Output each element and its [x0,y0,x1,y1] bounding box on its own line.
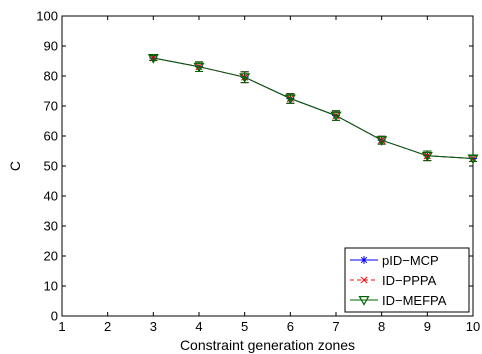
data-point [330,111,342,122]
x-tick-label: 2 [104,319,111,334]
y-tick-label: 10 [44,279,58,294]
y-tick-label: 0 [51,309,58,324]
data-point [376,136,388,146]
x-tick-label: 5 [241,319,248,334]
y-tick-label: 70 [44,99,58,114]
y-tick-label: 40 [44,189,58,204]
x-tick-label: 4 [195,319,202,334]
y-tick-label: 80 [44,69,58,84]
y-axis-label: C [7,161,23,171]
axis-labels: Constraint generation zones C [7,161,355,353]
data-point [284,94,296,105]
y-tick-label: 30 [44,219,58,234]
data-point [421,151,433,162]
y-tick-label: 90 [44,39,58,54]
x-tick-label: 7 [332,319,339,334]
legend-label: ID−PPPA [382,273,437,288]
y-tick-label: 100 [36,9,58,24]
x-tick-label: 8 [378,319,385,334]
legend-marker [360,276,368,284]
data-point [467,154,479,165]
y-tick-label: 50 [44,159,58,174]
x-tick-label: 9 [424,319,431,334]
legend-entry: ID−MEFPA [350,293,447,308]
series-line [153,57,474,159]
y-tick-label: 60 [44,129,58,144]
y-tick-label: 20 [44,249,58,264]
data-point [239,73,251,83]
x-tick-label: 1 [58,319,65,334]
data-point [147,54,159,64]
x-tick-label: 6 [287,319,294,334]
x-tick-label: 3 [150,319,157,334]
data-point [193,62,205,73]
legend-marker [358,296,370,306]
x-tick-label: 10 [466,319,480,334]
series-layer [147,54,479,165]
x-axis-label: Constraint generation zones [180,337,355,353]
legend: pID−MCP ID−PPPA ID−MEFPA [344,247,470,313]
legend-label: ID−MEFPA [382,293,447,308]
legend-entry: pID−MCP [350,253,439,268]
series-id-mefpa [147,54,479,165]
legend-label: pID−MCP [382,253,439,268]
error-bar [149,55,158,61]
legend-marker [360,256,368,264]
legend-entry: ID−PPPA [350,273,437,288]
